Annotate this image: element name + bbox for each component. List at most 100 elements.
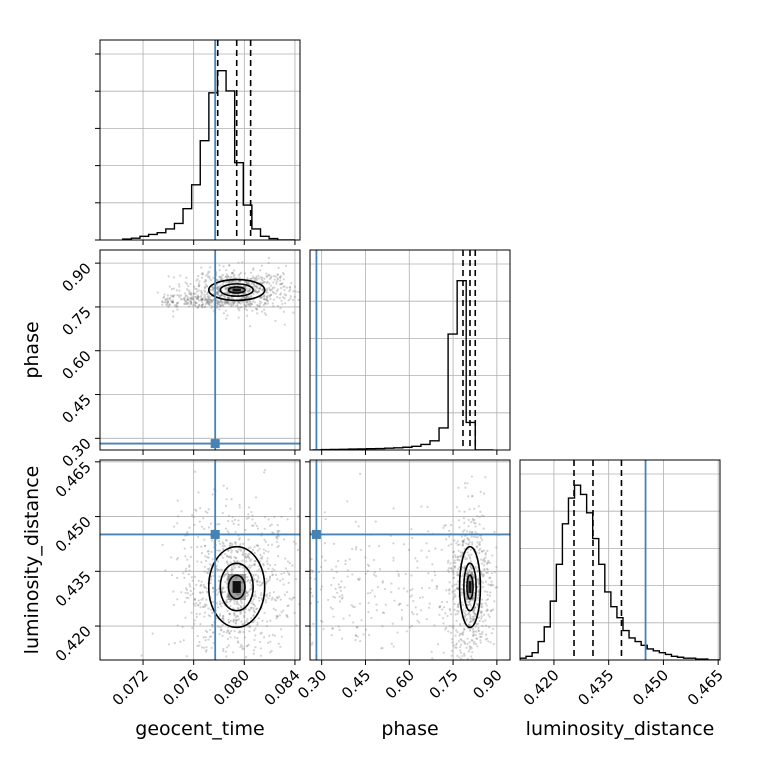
scatter-point [200,289,203,292]
scatter-point [294,542,297,545]
scatter-point [208,300,211,304]
scatter-point [276,529,279,532]
scatter-point [275,540,279,543]
scatter-point [224,287,228,290]
scatter-point [225,277,229,280]
scatter-point [247,643,250,646]
scatter-point [220,568,223,571]
scatter-point [469,604,472,607]
scatter-point [212,286,215,290]
scatter-point [276,296,279,299]
scatter-point [191,626,194,630]
scatter-point [291,564,294,567]
scatter-point [237,307,240,311]
scatter-point [207,294,210,297]
scatter-point [237,300,241,303]
x-tick-label: 0.30 [294,666,330,702]
scatter-point [193,598,197,601]
scatter-point [256,303,259,307]
scatter-point [285,294,288,297]
scatter-point [199,606,202,609]
scatter-point [255,308,259,311]
scatter-point [244,552,247,556]
scatter-point [182,297,186,300]
scatter-point [207,607,210,610]
scatter-point [253,629,256,632]
scatter-point [470,567,473,570]
scatter-point [456,573,460,576]
scatter-point [256,544,259,547]
scatter-point [207,673,209,675]
scatter-point [470,521,473,524]
scatter-point [470,535,473,538]
scatter-point [482,559,485,562]
scatter-point [431,563,434,566]
scatter-point [265,295,268,299]
scatter-point [293,285,297,288]
scatter-point [211,586,214,589]
scatter-point [230,566,233,569]
scatter-point [218,603,222,606]
scatter-point [278,297,281,300]
scatter-point [465,618,468,621]
scatter-point [203,615,206,618]
scatter-point [474,567,478,570]
scatter-point [265,582,268,585]
scatter-point [252,267,255,270]
scatter-point [267,550,270,553]
scatter-point [208,277,211,280]
scatter-point [364,628,368,631]
scatter-point [252,620,255,624]
scatter-point [198,304,201,307]
scatter-point [198,591,202,594]
scatter-point [240,305,243,309]
scatter-point [286,614,289,618]
scatter-point [189,302,192,306]
scatter-point [461,666,463,668]
scatter-point [204,278,207,282]
scatter-point [208,270,211,273]
scatter-point [481,605,484,608]
scatter-point [270,598,273,601]
scatter-point [459,651,463,654]
scatter-point [476,637,479,640]
scatter-point [250,302,254,306]
scatter-point [247,296,250,299]
scatter-point [268,286,271,290]
scatter-point [168,303,171,306]
scatter-point [191,579,194,582]
scatter-point [479,603,483,606]
scatter-point [373,595,377,598]
scatter-point [264,302,267,305]
scatter-point [267,567,270,570]
scatter-point [451,638,454,641]
scatter-point [311,641,314,644]
scatter-point [471,615,474,619]
scatter-point [454,634,457,637]
scatter-point [228,613,231,616]
contour-level-3 [207,545,266,629]
scatter-point [280,282,284,285]
scatter-point [495,565,498,569]
scatter-point [205,646,208,649]
scatter-point [222,312,225,315]
scatter-point [256,286,259,290]
scatter-point [211,625,214,628]
scatter-point [216,305,219,308]
scatter-point [193,300,196,304]
scatter-point [233,555,236,559]
scatter-point [286,560,290,563]
scatter-point [254,627,257,630]
scatter-point [447,544,450,547]
scatter-point [223,295,226,298]
scatter-point [448,592,451,595]
scatter-point [410,594,413,597]
scatter-point [250,294,253,297]
scatter-point [442,622,445,625]
scatter-point [461,608,465,611]
scatter-point [200,580,203,583]
scatter-point [255,285,258,288]
scatter-point [209,289,212,292]
scatter-point [481,575,484,578]
